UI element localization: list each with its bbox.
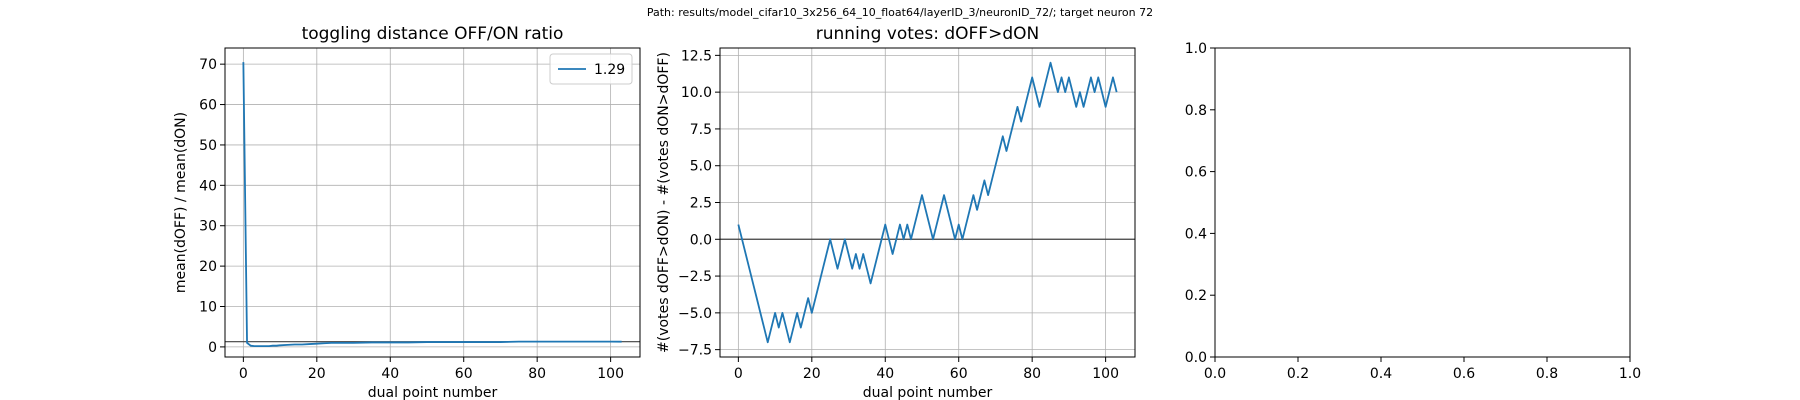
chart-2-xtick-label-2: 40 bbox=[876, 366, 894, 382]
chart-2-group: 0 20 40 60 80 100 −7.5 −5.0 −2.5 0.0 2.5 5.0 7.5 10.0… bbox=[656, 24, 1136, 400]
chart-2-ytick-label-3: 0.0 bbox=[690, 232, 712, 248]
chart-3-ytick-label-5: 1.0 bbox=[1185, 41, 1207, 57]
chart-2-ytick-label-7: 10.0 bbox=[681, 85, 712, 101]
chart-3-xtick-label-2: 0.4 bbox=[1370, 366, 1392, 382]
chart-1-title: toggling distance OFF/ON ratio bbox=[302, 24, 564, 44]
chart-3-xtick-label-5: 1.0 bbox=[1619, 366, 1641, 382]
chart-2-series-1-line bbox=[737, 61, 1118, 344]
chart-1-xtick-label-1: 20 bbox=[308, 366, 326, 382]
chart-1-ytick-label-4: 40 bbox=[199, 178, 217, 194]
chart-1-ytick-label-6: 60 bbox=[199, 98, 217, 114]
chart-2-xtick-label-1: 20 bbox=[803, 366, 821, 382]
chart-1-axes-frame bbox=[224, 47, 641, 358]
chart-1-xlabel: dual point number bbox=[368, 385, 498, 400]
chart-3-xtick-label-0: 0.0 bbox=[1204, 366, 1226, 382]
chart-2-ylabel: #(votes dOFF>dON) - #(votes dON>dOFF) bbox=[656, 52, 672, 353]
chart-3-ytick-label-0: 0.0 bbox=[1185, 350, 1207, 366]
chart-2-xtick-label-0: 0 bbox=[734, 366, 743, 382]
chart-1-legend-label-1: 1.29 bbox=[594, 62, 625, 78]
chart-2-ytick-label-4: 2.5 bbox=[690, 196, 712, 212]
chart-1-ytick-label-1: 10 bbox=[199, 300, 217, 316]
chart-2-ytick-label-0: −7.5 bbox=[678, 343, 712, 359]
chart-3-group: 0.0 0.2 0.4 0.6 0.8 1.0 0.0 0.2 0.4 0.6 0.8 1.0 bbox=[1185, 41, 1641, 382]
chart-2-xtick-label-3: 60 bbox=[950, 366, 968, 382]
chart-3-ytick-label-3: 0.6 bbox=[1185, 165, 1207, 181]
chart-3-ytick-label-4: 0.8 bbox=[1185, 103, 1207, 119]
chart-1-ytick-label-7: 70 bbox=[199, 57, 217, 73]
chart-2-xtick-label-5: 100 bbox=[1092, 366, 1119, 382]
chart-1-ytick-label-2: 20 bbox=[199, 259, 217, 275]
chart-2-ytick-label-8: 12.5 bbox=[681, 48, 712, 64]
chart-3-ytick-label-1: 0.2 bbox=[1185, 288, 1207, 304]
chart-2-xlabel: dual point number bbox=[863, 385, 993, 400]
figure-suptitle: Path: results/model_cifar10_3x256_64_10_… bbox=[647, 6, 1153, 19]
chart-1-ytick-label-3: 30 bbox=[199, 219, 217, 235]
chart-3-ytick-label-2: 0.4 bbox=[1185, 226, 1207, 242]
chart-3-xtick-label-3: 0.6 bbox=[1453, 366, 1475, 382]
chart-1-group: 0 20 40 60 80 100 0 10 20 30 40 50 60 70 toggling dist… bbox=[173, 24, 641, 400]
chart-2-ytick-label-6: 7.5 bbox=[690, 122, 712, 138]
chart-2-ytick-label-2: −2.5 bbox=[678, 269, 712, 285]
chart-2-xtick-label-4: 80 bbox=[1023, 366, 1041, 382]
chart-3-axes-frame bbox=[1214, 47, 1631, 358]
chart-1-ytick-label-5: 50 bbox=[199, 138, 217, 154]
chart-3-xtick-label-1: 0.2 bbox=[1287, 366, 1309, 382]
chart-1-xtick-label-0: 0 bbox=[239, 366, 248, 382]
chart-1-xtick-label-5: 100 bbox=[597, 366, 624, 382]
chart-1-ytick-label-0: 0 bbox=[208, 340, 217, 356]
chart-2-title: running votes: dOFF>dON bbox=[816, 24, 1039, 44]
chart-1-ylabel: mean(dOFF) / mean(dON) bbox=[173, 112, 189, 293]
chart-1-xtick-label-4: 80 bbox=[528, 366, 546, 382]
chart-1-legend-box bbox=[549, 53, 633, 85]
chart-1-series-1-line bbox=[242, 62, 622, 347]
chart-2-ytick-label-1: −5.0 bbox=[678, 306, 712, 322]
chart-1-xtick-label-2: 40 bbox=[381, 366, 399, 382]
chart-3-xtick-label-4: 0.8 bbox=[1536, 366, 1558, 382]
chart-2-ytick-label-5: 5.0 bbox=[690, 159, 712, 175]
chart-1-xtick-label-3: 60 bbox=[455, 366, 473, 382]
